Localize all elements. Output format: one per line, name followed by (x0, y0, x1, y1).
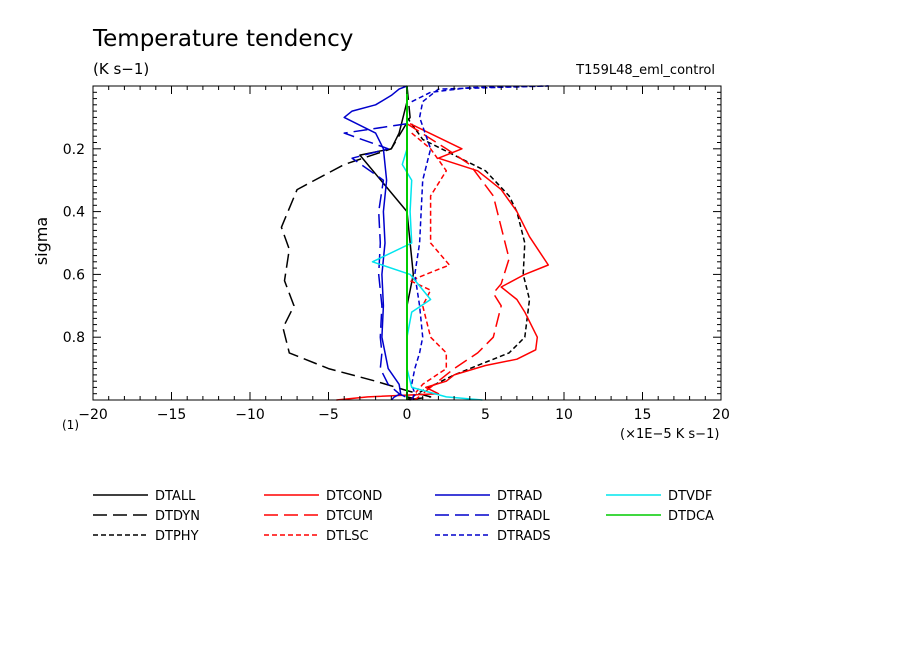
run-label: T159L48_eml_control (575, 63, 715, 78)
axis-ticks: −20 −15 −10 −5 0 5 10 15 20 0.2 0.4 0.6 0.8 (63, 86, 730, 423)
series-dtrad (343, 85, 408, 401)
series-dtphy (406, 116, 531, 401)
x-scale-label: (1) (62, 418, 79, 432)
legend-label-dtlsc: DTLSC (326, 529, 369, 544)
x-tick-label: −15 (157, 407, 187, 423)
legend-label-dtcond: DTCOND (326, 489, 382, 504)
x-axis-units: (×1E−5 K s−1) (620, 427, 719, 442)
y-axis-label: sigma (32, 217, 51, 265)
chart-subtitle: (K s−1) (93, 60, 149, 78)
x-tick-label: 20 (712, 407, 730, 423)
series-dtlsc (409, 132, 451, 401)
series-dtcond (336, 123, 550, 401)
legend-label-dtvdf: DTVDF (668, 489, 712, 504)
legend-label-dtall: DTALL (155, 489, 196, 504)
legend-label-dtcum: DTCUM (326, 509, 373, 524)
legend-label-dtradl: DTRADL (497, 509, 550, 524)
series-dtdyn (280, 85, 432, 401)
series-layer (280, 85, 550, 401)
x-tick-label: −20 (78, 407, 108, 423)
x-tick-label: 15 (634, 407, 652, 423)
x-tick-label: −10 (235, 407, 265, 423)
legend-label-dtdyn: DTDYN (155, 509, 200, 524)
series-dtall (359, 86, 415, 401)
y-tick-label: 0.2 (63, 142, 85, 158)
y-tick-label: 0.8 (63, 330, 85, 346)
series-dtcum (406, 123, 510, 401)
legend: DTALL DTDYN DTPHY DTCOND DTCUM DTLSC DTRAD DTRA… (93, 489, 714, 544)
x-tick-label: 0 (403, 407, 412, 423)
y-tick-label: 0.6 (63, 267, 85, 283)
y-tick-label: 0.4 (63, 205, 85, 221)
x-tick-label: −5 (318, 407, 339, 423)
series-dtrads (410, 85, 550, 401)
x-tick-label: 5 (481, 407, 490, 423)
series-dtradl (343, 122, 413, 401)
legend-label-dtrads: DTRADS (497, 529, 551, 544)
chart-title: Temperature tendency (92, 26, 353, 52)
series-dtvdf (371, 148, 483, 401)
legend-label-dtrad: DTRAD (497, 489, 542, 504)
x-tick-label: 10 (555, 407, 573, 423)
legend-label-dtdca: DTDCA (668, 509, 714, 524)
legend-label-dtphy: DTPHY (155, 529, 199, 544)
